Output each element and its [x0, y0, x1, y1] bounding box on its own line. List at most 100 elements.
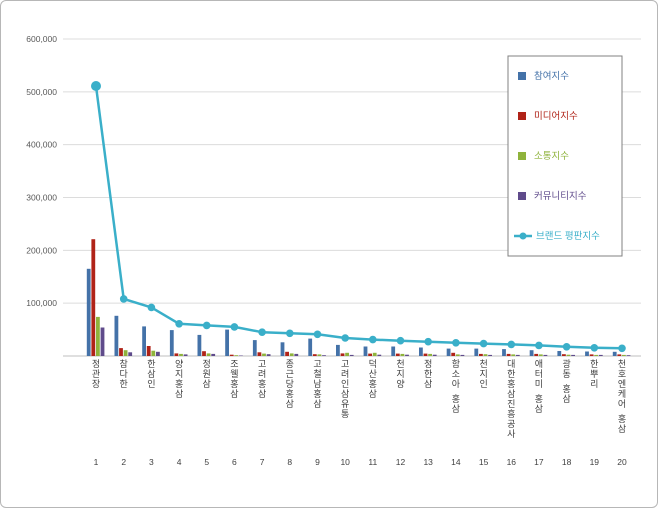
bar: [146, 346, 151, 356]
svg-text:4: 4: [177, 457, 182, 467]
bar: [285, 351, 289, 356]
legend-item: 참여지수: [518, 70, 569, 82]
bar: [211, 353, 216, 356]
bar: [229, 354, 234, 356]
bar: [340, 353, 345, 356]
bar: [289, 353, 294, 356]
bar: [622, 354, 626, 356]
legend-swatch: [518, 112, 526, 120]
bar: [598, 354, 603, 356]
bar: [479, 353, 483, 356]
svg-text:한뿌리: 한뿌리: [590, 359, 598, 389]
bar: [451, 352, 456, 356]
bar: [562, 354, 566, 356]
bar: [123, 350, 128, 356]
svg-text:16: 16: [507, 457, 517, 467]
bar: [566, 354, 571, 356]
bar: [266, 354, 271, 356]
bar: [197, 334, 202, 356]
svg-text:11: 11: [368, 457, 377, 467]
line-marker: [147, 303, 156, 312]
svg-text:600,000: 600,000: [26, 34, 57, 44]
svg-text:정원삼: 정원삼: [203, 359, 211, 389]
bar: [308, 338, 313, 356]
bar: [395, 353, 400, 356]
bar: [183, 354, 188, 356]
legend-label: 미디어지수: [534, 111, 578, 122]
svg-text:천지인: 천지인: [479, 359, 487, 389]
svg-text:5: 5: [204, 457, 209, 467]
svg-text:9: 9: [315, 457, 320, 467]
bar: [626, 355, 631, 356]
bar: [391, 346, 396, 356]
reputation-line: [94, 85, 623, 350]
line-marker: [313, 330, 322, 339]
legend-swatch: [518, 192, 526, 200]
bar: [336, 344, 340, 356]
bar: [169, 330, 174, 356]
line-marker: [258, 328, 266, 337]
bar: [86, 268, 91, 356]
bar: [100, 327, 105, 356]
svg-text:500,000: 500,000: [26, 87, 57, 97]
bar: [363, 346, 368, 356]
bar: [474, 348, 479, 356]
bar: [151, 350, 156, 356]
line-marker: [618, 344, 626, 353]
bar: [423, 353, 428, 356]
bar: [96, 316, 100, 356]
legend-swatch: [518, 152, 526, 160]
bar: [488, 354, 492, 356]
legend-label: 참여지수: [534, 70, 569, 82]
bar: [312, 354, 317, 356]
bar: [257, 352, 262, 356]
bar: [119, 348, 123, 356]
bar: [294, 353, 299, 356]
bar: [349, 354, 354, 356]
bar: [317, 354, 322, 356]
svg-text:18: 18: [562, 457, 572, 467]
svg-text:8: 8: [287, 457, 292, 467]
svg-text:19: 19: [590, 457, 600, 467]
bar: [202, 351, 206, 356]
bar: [252, 340, 257, 356]
bar: [571, 354, 575, 356]
bar: [206, 353, 211, 356]
line-marker: [507, 340, 516, 349]
bar: [515, 354, 520, 356]
bar: [502, 349, 506, 356]
bar: [589, 354, 594, 356]
legend-item: 소통지수: [518, 151, 569, 162]
svg-text:13: 13: [423, 457, 433, 467]
bar: [179, 353, 183, 356]
bar: [506, 353, 511, 356]
y-axis-labels: 100,000 200,000 300,000 400,000 500,000 600,0…: [26, 34, 57, 308]
svg-text:100,000: 100,000: [26, 298, 57, 308]
bar: [594, 354, 599, 356]
legend-label: 커뮤니티지수: [534, 191, 587, 202]
svg-text:1: 1: [94, 457, 99, 467]
svg-text:17: 17: [534, 457, 544, 467]
line-marker: [286, 329, 294, 338]
bar: [432, 354, 437, 356]
svg-text:20: 20: [617, 457, 627, 467]
bar: [617, 354, 622, 356]
svg-text:참다한: 참다한: [120, 359, 129, 389]
svg-text:천지양: 천지양: [396, 359, 404, 389]
bar: [225, 329, 229, 356]
svg-text:7: 7: [260, 457, 265, 467]
bar: [142, 326, 146, 356]
legend-item: 브랜드 평판지수: [514, 231, 600, 242]
legend-swatch: [518, 72, 526, 80]
line-marker: [341, 334, 350, 342]
bar: [322, 355, 326, 356]
line-marker: [424, 337, 433, 346]
